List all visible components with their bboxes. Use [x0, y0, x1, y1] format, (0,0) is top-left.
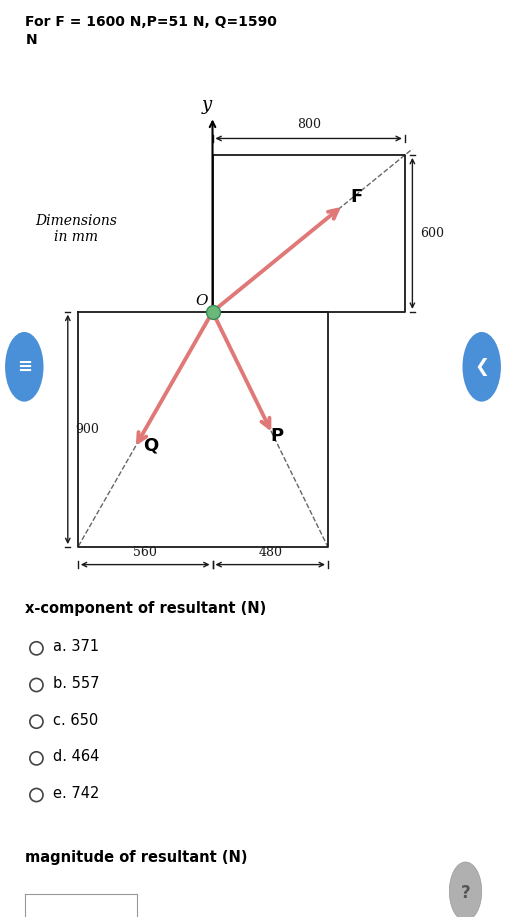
Text: Dimensions
in mm: Dimensions in mm	[35, 215, 117, 244]
Text: x-component of resultant (N): x-component of resultant (N)	[25, 601, 266, 615]
Text: y: y	[201, 95, 211, 114]
Text: ?: ?	[460, 884, 470, 902]
Text: For F = 1600 N,P=51 N, Q=1590
N: For F = 1600 N,P=51 N, Q=1590 N	[25, 15, 277, 47]
Text: e. 742: e. 742	[53, 786, 99, 801]
Text: P: P	[270, 426, 282, 445]
Text: 900: 900	[75, 423, 99, 436]
Text: magnitude of resultant (N): magnitude of resultant (N)	[25, 850, 247, 865]
Text: ❮: ❮	[473, 358, 488, 376]
Text: 800: 800	[296, 118, 320, 131]
Text: a. 371: a. 371	[53, 639, 99, 654]
Text: d. 464: d. 464	[53, 749, 99, 764]
Text: b. 557: b. 557	[53, 676, 99, 691]
Text: c. 650: c. 650	[53, 713, 98, 727]
Text: O: O	[195, 294, 207, 308]
Text: 480: 480	[258, 547, 282, 559]
Text: F: F	[350, 188, 363, 206]
Text: 600: 600	[419, 226, 443, 240]
Text: ≡: ≡	[17, 358, 32, 376]
Text: 560: 560	[133, 547, 157, 559]
Text: Q: Q	[143, 437, 159, 455]
